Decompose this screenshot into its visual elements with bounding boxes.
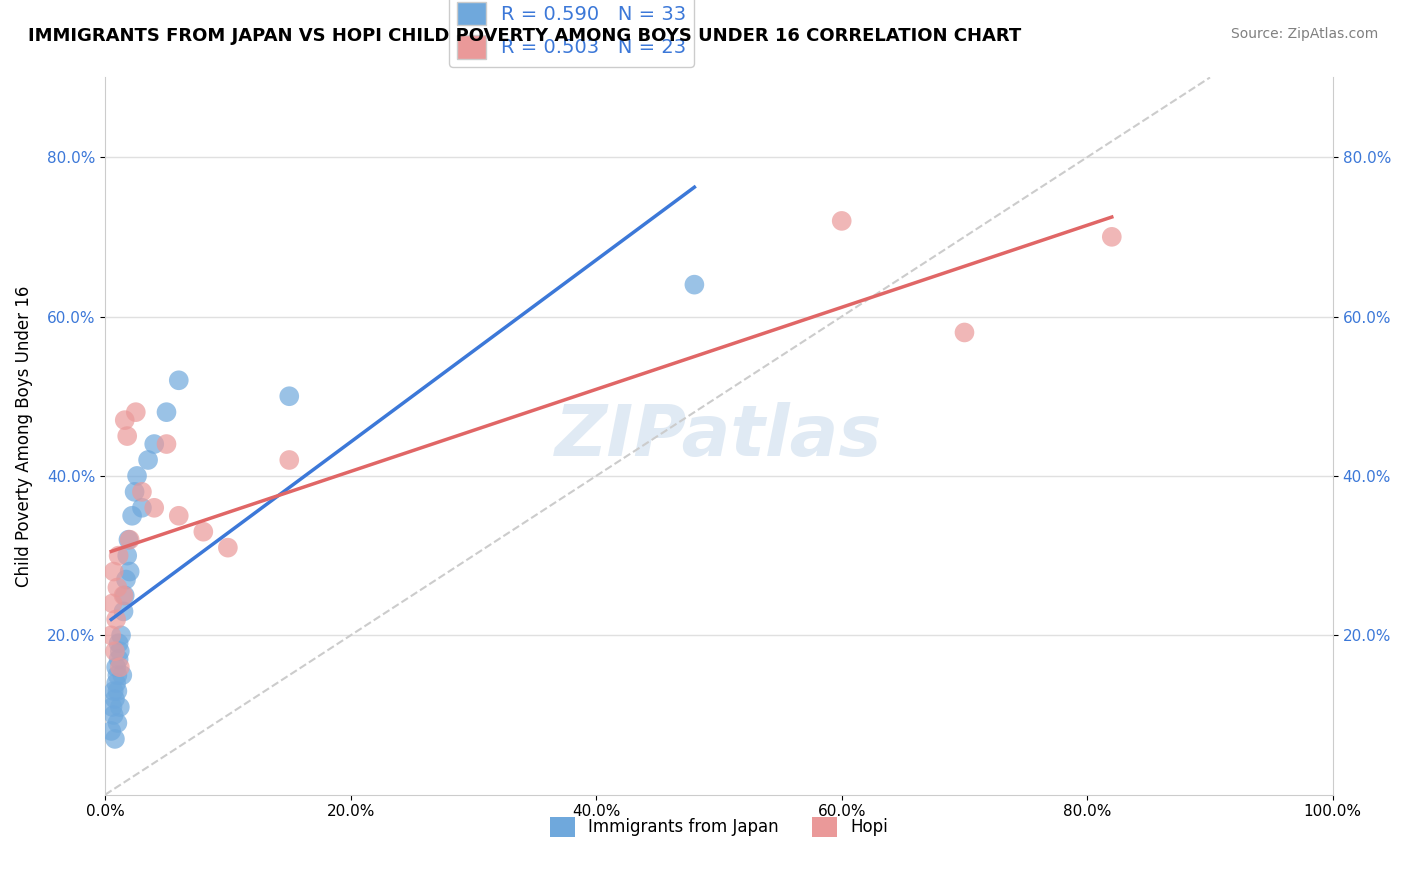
Point: [105, 581, 128, 595]
Point: [105, 684, 128, 698]
Point: [107, 652, 129, 666]
Point: [1101, 230, 1123, 244]
Point: [155, 405, 177, 419]
Point: [953, 326, 976, 340]
Point: [111, 668, 134, 682]
Point: [100, 628, 122, 642]
Point: [167, 373, 190, 387]
Point: [100, 723, 122, 738]
Point: [115, 549, 138, 563]
Point: [136, 453, 159, 467]
Point: [131, 484, 153, 499]
Point: [103, 565, 125, 579]
Point: [125, 405, 148, 419]
Point: [121, 508, 143, 523]
Point: [118, 565, 141, 579]
Text: ZIPatlas: ZIPatlas: [555, 401, 883, 471]
Point: [110, 628, 132, 642]
Point: [105, 660, 128, 674]
Point: [104, 692, 127, 706]
Point: [143, 437, 166, 451]
Point: [143, 500, 166, 515]
Point: [278, 453, 301, 467]
Point: [831, 214, 853, 228]
Point: [105, 612, 128, 626]
Point: [107, 636, 129, 650]
Legend: Immigrants from Japan, Hopi: Immigrants from Japan, Hopi: [543, 810, 894, 844]
Point: [105, 676, 128, 690]
Point: [118, 533, 141, 547]
Point: [105, 668, 128, 682]
Point: [108, 660, 131, 674]
Point: [104, 731, 127, 746]
Point: [112, 589, 135, 603]
Point: [155, 437, 177, 451]
Point: [217, 541, 239, 555]
Point: [101, 700, 124, 714]
Point: [193, 524, 215, 539]
Point: [103, 708, 125, 723]
Point: [278, 389, 301, 403]
Point: [683, 277, 706, 292]
Y-axis label: Child Poverty Among Boys Under 16: Child Poverty Among Boys Under 16: [15, 285, 32, 587]
Point: [107, 549, 129, 563]
Point: [117, 533, 139, 547]
Point: [125, 469, 148, 483]
Point: [108, 644, 131, 658]
Text: Source: ZipAtlas.com: Source: ZipAtlas.com: [1230, 27, 1378, 41]
Point: [115, 429, 138, 443]
Point: [103, 684, 125, 698]
Point: [167, 508, 190, 523]
Point: [105, 716, 128, 731]
Point: [115, 573, 138, 587]
Point: [112, 604, 135, 618]
Point: [124, 484, 146, 499]
Point: [114, 413, 136, 427]
Point: [101, 596, 124, 610]
Text: IMMIGRANTS FROM JAPAN VS HOPI CHILD POVERTY AMONG BOYS UNDER 16 CORRELATION CHAR: IMMIGRANTS FROM JAPAN VS HOPI CHILD POVE…: [28, 27, 1021, 45]
Point: [114, 589, 136, 603]
Point: [131, 500, 153, 515]
Point: [108, 700, 131, 714]
Point: [104, 644, 127, 658]
